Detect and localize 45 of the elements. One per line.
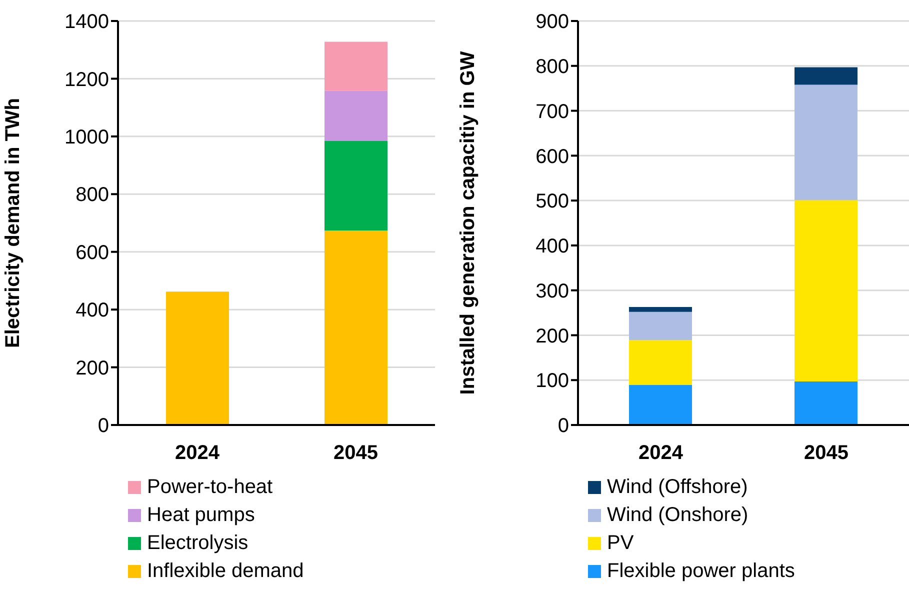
y-tick-label: 0	[98, 415, 109, 438]
legend-label: Flexible power plants	[607, 560, 795, 582]
legend-label: Electrolysis	[147, 532, 248, 554]
y-tick-label: 500	[536, 190, 569, 213]
y-tick-label: 200	[536, 325, 569, 348]
y-tick-label: 1000	[64, 126, 109, 149]
x-tick-label: 2024	[638, 442, 684, 464]
legend-label: Heat pumps	[147, 504, 255, 526]
bar	[324, 230, 388, 425]
legend-label: Power-to-heat	[147, 476, 273, 498]
bar	[629, 385, 692, 425]
legend-label: PV	[607, 532, 634, 554]
x-tick-label: 2045	[804, 442, 848, 464]
bar	[324, 141, 388, 231]
bar	[794, 67, 858, 85]
y-tick-label: 1200	[64, 68, 109, 91]
bar	[794, 200, 858, 382]
legend-label: Inflexible demand	[147, 560, 304, 582]
bar	[324, 42, 388, 91]
y-tick-label: 1400	[64, 11, 109, 34]
y-axis-title: Installed generation capacitiy in GW	[457, 51, 480, 395]
y-axis-title: Electricity demand in TWh	[2, 98, 24, 348]
bar	[794, 381, 858, 425]
y-tick-label: 900	[536, 11, 569, 34]
bar	[324, 90, 388, 142]
y-tick-label: 400	[536, 236, 569, 258]
bar	[166, 292, 229, 425]
x-tick-label: 2024	[175, 442, 220, 464]
y-tick-label: 700	[536, 100, 569, 123]
bar	[629, 340, 692, 386]
y-tick-label: 600	[536, 146, 569, 168]
y-tick-label: 100	[536, 370, 569, 392]
bar	[629, 312, 692, 340]
x-tick-label: 2045	[334, 442, 378, 464]
y-tick-label: 800	[536, 56, 569, 78]
legend-label: Wind (Onshore)	[607, 504, 748, 526]
bar	[629, 306, 692, 312]
y-tick-label: 400	[76, 300, 109, 322]
y-tick-label: 0	[558, 415, 569, 438]
y-tick-label: 300	[536, 280, 569, 302]
bar	[794, 84, 858, 200]
y-tick-label: 200	[76, 357, 109, 380]
y-tick-label: 800	[76, 184, 109, 206]
legend-label: Wind (Offshore)	[607, 476, 748, 498]
y-tick-label: 600	[76, 242, 109, 264]
